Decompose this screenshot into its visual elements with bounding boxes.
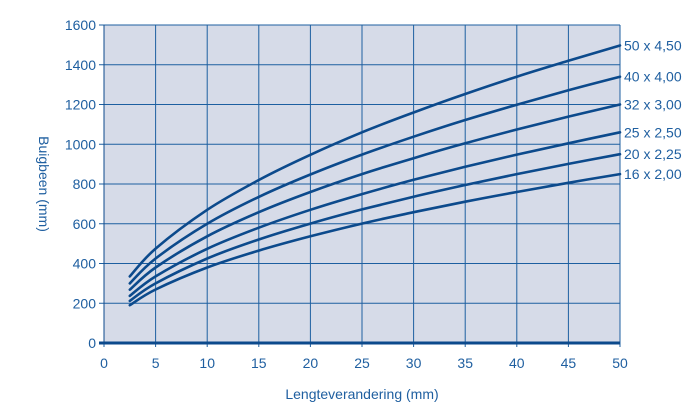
x-tick-label: 10	[199, 355, 215, 371]
series-label: 50 x 4,50	[624, 37, 682, 53]
series-line	[128, 131, 622, 298]
series-label: 16 x 2,00	[624, 166, 682, 182]
y-axis-title: Buigbeen (mm)	[36, 136, 52, 232]
x-axis-title: Lengteverandering (mm)	[285, 386, 438, 402]
x-tick-label: 15	[251, 355, 267, 371]
y-tick-label: 400	[73, 256, 97, 272]
y-tick-label: 1200	[65, 97, 96, 113]
y-tick-label: 600	[73, 216, 97, 232]
y-tick-label: 1400	[65, 57, 96, 73]
x-tick-label: 0	[100, 355, 108, 371]
series-line	[128, 75, 622, 285]
x-tick-label: 5	[152, 355, 160, 371]
y-tick-label: 0	[88, 335, 96, 351]
x-tick-label: 45	[561, 355, 577, 371]
y-tick-label: 800	[73, 176, 97, 192]
series-label: 32 x 3,00	[624, 97, 682, 113]
y-tick-label: 200	[73, 295, 97, 311]
x-tick-label: 25	[354, 355, 370, 371]
x-tick-label: 20	[303, 355, 319, 371]
series-label: 25 x 2,50	[624, 124, 682, 140]
series-line	[128, 44, 622, 278]
series-line	[128, 152, 622, 303]
x-tick-label: 35	[457, 355, 473, 371]
x-tick-label: 50	[612, 355, 628, 371]
series-label: 20 x 2,25	[624, 146, 682, 162]
series-label: 40 x 4,00	[624, 69, 682, 85]
y-tick-label: 1600	[65, 17, 96, 33]
x-tick-label: 40	[509, 355, 525, 371]
series-line	[128, 103, 622, 291]
y-tick-label: 1000	[65, 136, 96, 152]
series-line	[128, 172, 622, 307]
x-tick-label: 30	[406, 355, 422, 371]
